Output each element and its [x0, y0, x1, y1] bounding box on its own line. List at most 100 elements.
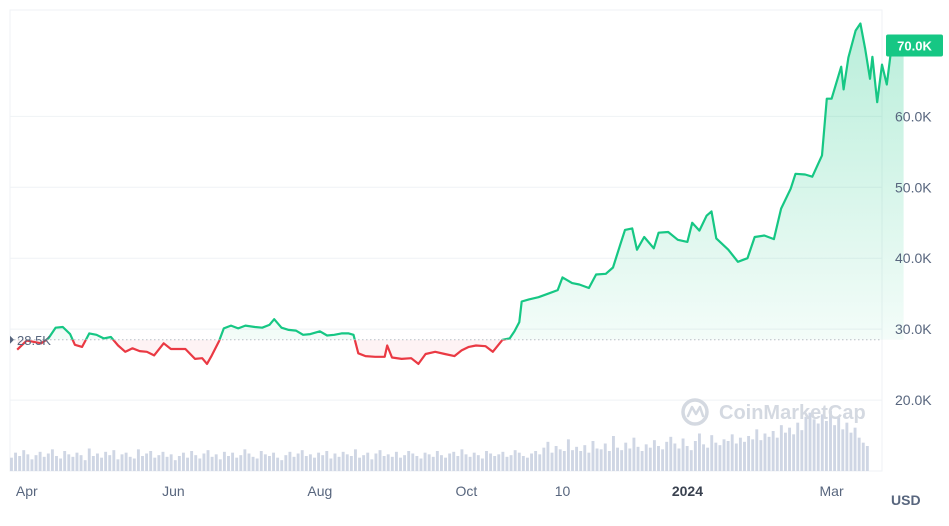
volume-bar — [624, 442, 628, 471]
volume-bar — [853, 427, 857, 471]
volume-bar — [542, 447, 546, 471]
volume-bar — [550, 452, 554, 471]
volume-bar — [865, 446, 869, 471]
volume-bar — [333, 453, 337, 471]
volume-bar — [857, 437, 861, 471]
volume-bar — [534, 451, 538, 471]
volume-bar — [239, 455, 243, 471]
volume-bars — [10, 411, 869, 471]
volume-bar — [583, 445, 587, 471]
volume-bar — [42, 456, 46, 471]
price-line — [16, 22, 904, 365]
volume-bar — [685, 446, 689, 471]
volume-bar — [689, 450, 693, 471]
volume-bar — [321, 455, 325, 471]
volume-bar — [759, 440, 763, 471]
volume-bar — [149, 451, 153, 471]
volume-bar — [190, 451, 194, 471]
volume-bar — [513, 450, 517, 471]
volume-bar — [173, 460, 177, 471]
volume-bar — [419, 458, 423, 471]
price-area-below — [17, 339, 904, 364]
volume-bar — [317, 452, 321, 471]
volume-bar — [530, 453, 533, 471]
watermark-text: CoinMarketCap — [719, 402, 866, 424]
volume-bar — [87, 448, 91, 471]
volume-bar — [141, 456, 144, 471]
volume-bar — [157, 455, 161, 471]
volume-bar — [247, 453, 251, 471]
volume-bar — [587, 452, 591, 471]
volume-bar — [22, 450, 26, 471]
price-area-above — [46, 23, 904, 340]
volume-bar — [444, 457, 447, 471]
volume-bar — [382, 456, 386, 471]
volume-bar — [452, 451, 456, 471]
volume-bar — [386, 454, 390, 471]
volume-bar — [186, 457, 189, 471]
volume-bar — [399, 457, 402, 471]
volume-bar — [726, 441, 730, 471]
volume-bar — [788, 427, 791, 471]
volume-bar — [284, 455, 288, 471]
volume-bar — [206, 450, 210, 471]
volume-bar — [616, 447, 619, 471]
volume-bar — [562, 451, 566, 471]
volume-bar — [497, 454, 501, 471]
volume-bar — [820, 414, 824, 471]
volume-bar — [308, 454, 312, 471]
volume-bar — [743, 441, 746, 471]
volume-bar — [763, 433, 767, 471]
volume-bar — [493, 456, 497, 471]
volume-bar — [276, 457, 280, 471]
volume-bar — [579, 451, 583, 471]
volume-bar — [591, 441, 595, 471]
volume-bar — [808, 412, 812, 471]
volume-bar — [370, 459, 374, 471]
volume-bar — [841, 429, 845, 471]
volume-bar — [145, 453, 149, 471]
volume-bar — [268, 456, 271, 471]
volume-bar — [538, 454, 542, 471]
volume-bar — [480, 458, 484, 471]
volume-bar — [108, 455, 112, 471]
volume-bar — [652, 440, 656, 471]
volume-bar — [845, 422, 849, 471]
volume-bar — [546, 441, 550, 471]
volume-bar — [38, 451, 42, 471]
volume-bar — [55, 456, 58, 471]
volume-bar — [304, 456, 308, 471]
volume-bar — [849, 432, 853, 471]
volume-bar — [730, 434, 734, 471]
volume-bar — [366, 452, 370, 471]
volume-bar — [722, 439, 726, 471]
volume-bar — [390, 456, 394, 471]
volume-bar — [829, 411, 832, 471]
volume-bar — [403, 455, 407, 471]
volume-bar — [202, 453, 206, 471]
volume-bar — [566, 439, 570, 471]
volume-bar — [120, 454, 124, 471]
volume-bar — [431, 456, 435, 471]
volume-bar — [714, 442, 718, 471]
volume-bar — [194, 455, 198, 471]
volume-bar — [427, 454, 431, 471]
volume-bar — [509, 455, 513, 471]
volume-bar — [812, 419, 816, 471]
volume-bar — [702, 444, 705, 471]
volume-bar — [673, 443, 677, 471]
volume-bar — [374, 453, 378, 471]
volume-bar — [423, 452, 427, 471]
volume-bar — [784, 432, 787, 471]
volume-bar — [796, 422, 800, 471]
volume-bar — [329, 458, 333, 471]
volume-bar — [456, 456, 460, 471]
volume-bar — [394, 451, 398, 471]
volume-bar — [837, 417, 841, 471]
volume-bar — [554, 446, 558, 471]
volume-bar — [292, 456, 296, 471]
reference-label: 28.5K — [17, 333, 51, 348]
volume-bar — [407, 451, 411, 471]
volume-bar — [63, 451, 67, 471]
